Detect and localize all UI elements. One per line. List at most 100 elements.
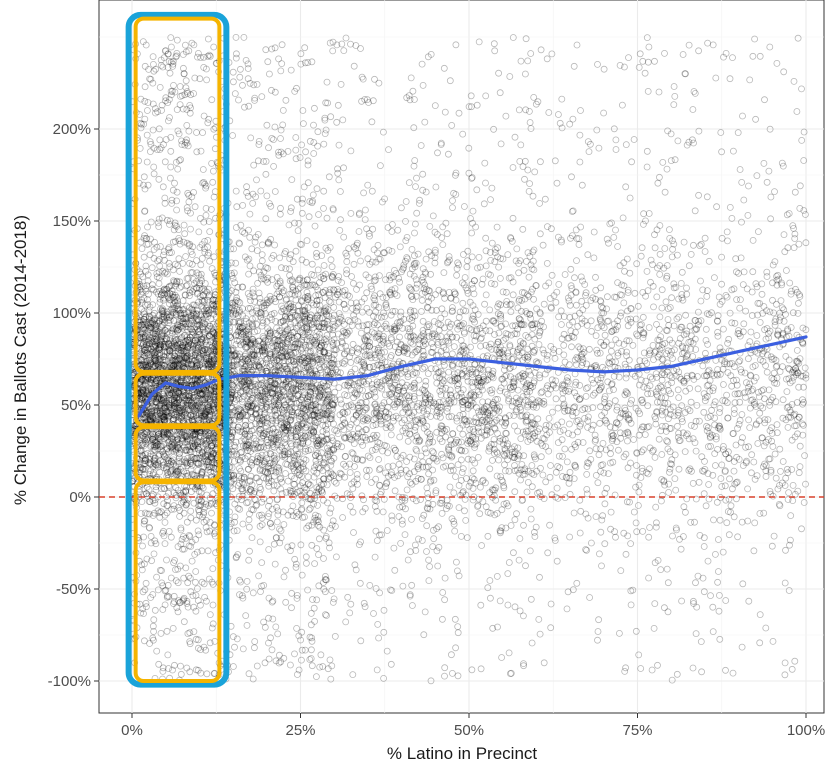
data-point (167, 91, 175, 99)
data-point (199, 442, 207, 450)
data-point (207, 347, 215, 355)
data-point (163, 312, 171, 320)
data-point (148, 557, 156, 565)
data-point (144, 361, 152, 369)
data-point (170, 309, 178, 316)
data-point (193, 361, 201, 369)
data-point (201, 401, 209, 409)
data-point (156, 341, 164, 349)
data-point (201, 409, 209, 417)
data-point (168, 356, 176, 364)
data-point (210, 310, 218, 318)
data-point (153, 360, 161, 368)
data-point (210, 390, 218, 398)
data-point (207, 347, 215, 354)
data-point (206, 410, 214, 418)
data-point (145, 312, 153, 320)
data-point (164, 99, 172, 106)
data-point (203, 405, 211, 413)
data-point (184, 361, 192, 369)
data-point (175, 389, 183, 397)
data-point (147, 533, 155, 540)
data-point (152, 398, 160, 406)
data-point (173, 106, 181, 113)
data-point (139, 388, 147, 396)
data-point (179, 359, 187, 367)
data-point (205, 285, 213, 293)
data-point (160, 404, 168, 412)
data-point (166, 114, 173, 121)
data-point (165, 593, 173, 601)
data-point (141, 386, 149, 394)
data-point (202, 517, 210, 524)
data-point (155, 223, 163, 231)
data-point (200, 410, 208, 418)
data-point (208, 453, 216, 461)
data-point (197, 274, 205, 282)
data-point (179, 339, 187, 346)
data-point (152, 323, 160, 331)
data-point (163, 308, 171, 316)
data-point (169, 349, 176, 357)
data-point (176, 267, 184, 275)
data-point (187, 360, 195, 368)
data-point (166, 329, 173, 337)
data-point (151, 433, 159, 441)
data-point (160, 413, 167, 421)
data-point (193, 414, 201, 422)
data-point (159, 309, 167, 317)
data-point (196, 389, 204, 397)
data-point (147, 358, 154, 366)
data-point (201, 320, 209, 328)
data-point (200, 312, 208, 320)
data-point (190, 341, 198, 349)
data-point (166, 290, 174, 298)
data-point (147, 218, 155, 226)
data-point (165, 489, 172, 497)
data-point (156, 395, 164, 402)
data-point (194, 341, 202, 348)
data-point (195, 438, 203, 446)
data-point (163, 285, 171, 293)
data-point (153, 288, 160, 296)
data-point (210, 401, 218, 409)
data-point (145, 333, 153, 341)
data-point (210, 355, 218, 363)
data-point (141, 414, 149, 421)
data-point (156, 443, 164, 451)
data-point (181, 396, 189, 403)
data-point (194, 289, 202, 297)
data-point (210, 530, 218, 537)
data-point (209, 565, 217, 572)
data-point (142, 460, 149, 467)
data-point (146, 416, 154, 424)
data-point (140, 560, 148, 568)
data-point (195, 531, 203, 539)
data-point (165, 399, 173, 407)
data-point (179, 399, 187, 407)
data-point (201, 594, 209, 601)
data-point (183, 462, 191, 470)
data-point (183, 415, 191, 422)
data-point (199, 407, 207, 415)
data-point (173, 297, 181, 305)
data-point (209, 399, 217, 407)
data-point (187, 428, 195, 436)
data-point (197, 270, 205, 278)
data-point (146, 412, 154, 420)
data-point (209, 451, 217, 459)
data-point (191, 375, 199, 383)
data-point (161, 348, 169, 356)
data-point (161, 290, 169, 298)
data-point (182, 376, 190, 384)
data-point (159, 606, 167, 613)
data-point (144, 435, 152, 443)
data-point (155, 330, 163, 338)
data-point (200, 463, 208, 471)
data-point (190, 398, 198, 406)
data-point (202, 338, 209, 346)
data-point (200, 334, 208, 342)
data-point (191, 455, 199, 463)
data-point (182, 338, 189, 345)
data-point (201, 330, 209, 338)
